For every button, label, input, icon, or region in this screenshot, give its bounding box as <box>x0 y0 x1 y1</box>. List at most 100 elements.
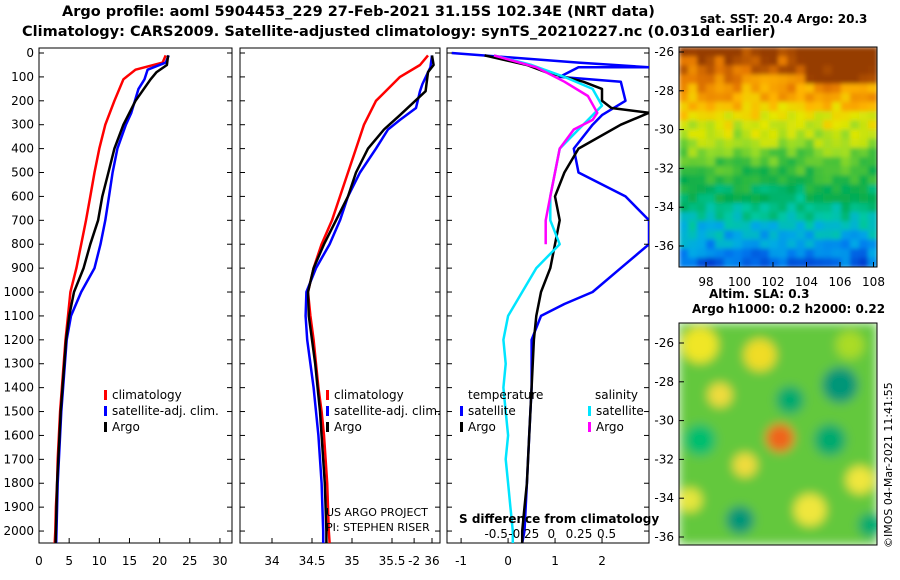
sst-cell <box>787 248 797 259</box>
x-tick-label: -2 <box>408 554 420 568</box>
sst-cell <box>706 102 716 113</box>
title-line-1: Argo profile: aoml 5904453_229 27-Feb-20… <box>62 4 655 20</box>
sst-cell <box>769 111 779 122</box>
y-tick-label: 100 <box>11 70 34 84</box>
sst-cell <box>715 230 725 241</box>
sst-cell <box>805 47 815 58</box>
sst-cell <box>724 147 734 158</box>
sst-cell <box>823 175 833 186</box>
secondary-x-label: S difference from climatology <box>459 512 659 526</box>
sst-cell <box>715 138 725 149</box>
sst-cell <box>868 184 877 195</box>
sst-cell <box>742 102 752 113</box>
sst-cell <box>841 166 851 177</box>
sla-eddy <box>776 386 804 414</box>
sst-cell <box>697 147 707 158</box>
sst-cell <box>742 202 752 213</box>
sst-cell <box>832 212 842 223</box>
sst-cell <box>688 56 698 67</box>
legend-label-sal-argo: Argo <box>596 420 624 434</box>
sst-cell <box>688 248 698 259</box>
sst-cell <box>706 248 716 259</box>
legend-swatch-argo <box>104 422 107 432</box>
sst-cell <box>778 83 788 94</box>
legend-header-temperature: temperature <box>468 388 543 402</box>
sst-cell <box>805 175 815 186</box>
sst-cell <box>814 74 824 85</box>
sst-cell <box>850 47 860 58</box>
sst-cell <box>841 248 851 259</box>
sst-cell <box>841 184 851 195</box>
sst-cell <box>778 230 788 241</box>
sst-cell <box>742 230 752 241</box>
sst-cell <box>769 193 779 204</box>
x-tick-label: 34.5 <box>299 554 326 568</box>
sla-eddy <box>794 494 826 526</box>
sst-cell <box>724 65 734 76</box>
sst-cell <box>679 120 689 131</box>
sst-cell <box>688 83 698 94</box>
sst-cell <box>841 47 851 58</box>
sst-cell <box>850 102 860 113</box>
sst-cell <box>751 157 761 168</box>
sst-cell <box>697 56 707 67</box>
sst-cell <box>742 138 752 149</box>
sst-cell <box>679 212 689 223</box>
sst-cell <box>814 239 824 250</box>
sst-cell <box>850 239 860 250</box>
sst-cell <box>706 230 716 241</box>
sst-cell <box>814 257 824 267</box>
sst-cell <box>850 202 860 213</box>
sst-cell <box>706 56 716 67</box>
sst-map-frame <box>678 46 878 268</box>
sst-cell <box>706 74 716 85</box>
sst-cell <box>760 212 770 223</box>
y-tick-label: 2000 <box>3 524 34 538</box>
sst-map-ticks: 98 100 102 104 106 108 -26 -28 -30 -32 -34 -36 <box>654 45 885 289</box>
sst-cell <box>679 147 689 158</box>
sst-cell <box>706 65 716 76</box>
sst-cell <box>715 212 725 223</box>
sst-cell <box>787 239 797 250</box>
sst-cell <box>805 92 815 103</box>
sst-cell <box>742 65 752 76</box>
sst-cell <box>814 120 824 131</box>
sst-cell <box>859 202 869 213</box>
sst-cell <box>769 248 779 259</box>
sst-cell <box>706 257 716 267</box>
sst-cell <box>760 166 770 177</box>
sla-eddy <box>744 339 776 371</box>
sst-cell <box>778 120 788 131</box>
sst-cell <box>796 184 806 195</box>
map-y-tick-label: -34 <box>654 200 674 214</box>
sst-cell <box>733 102 743 113</box>
sst-cell <box>868 257 877 267</box>
sst-cell <box>706 239 716 250</box>
sst-cell <box>823 166 833 177</box>
sst-cell <box>859 111 869 122</box>
x-tick-label: 35 <box>344 554 359 568</box>
legend-swatch-climatology <box>326 390 329 400</box>
sst-cell <box>724 138 734 149</box>
sst-cell <box>832 166 842 177</box>
sst-cell <box>805 157 815 168</box>
map-y-tick-label: -28 <box>654 375 674 389</box>
sla-map-title-1: Altim. SLA: 0.3 <box>709 287 810 301</box>
sst-cell <box>832 56 842 67</box>
sst-cell <box>724 120 734 131</box>
sla-map-field <box>679 323 877 545</box>
y-tick-label: 0 <box>26 46 34 60</box>
sst-cell <box>832 257 842 267</box>
sst-cell <box>841 83 851 94</box>
sst-cell <box>859 120 869 131</box>
sst-cell <box>859 157 869 168</box>
sst-cell <box>760 175 770 186</box>
series-argo <box>306 55 435 543</box>
y-tick-label: 1100 <box>3 309 34 323</box>
difference-lines <box>451 51 649 543</box>
sla-map-ticks: -26 -28 -30 -32 -34 -36 <box>654 336 684 544</box>
sst-cell <box>778 166 788 177</box>
sst-cell <box>679 83 689 94</box>
sst-cell <box>733 175 743 186</box>
